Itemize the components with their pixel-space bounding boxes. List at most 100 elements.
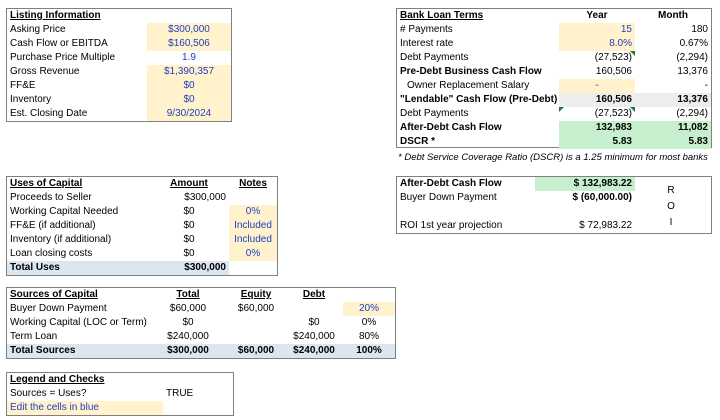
dscr-year-cell: 5.83 <box>559 135 635 149</box>
pre-debt-year-cell: 160,506 <box>595 66 632 77</box>
lendable-label: "Lendable" Cash Flow (Pre-Debt) <box>400 94 558 105</box>
inventory-label: Inventory <box>10 94 52 105</box>
sources-equity-header: Equity <box>240 289 272 300</box>
uses-title: Uses of Capital <box>10 178 83 189</box>
dscr-month-cell: 5.83 <box>635 135 711 149</box>
inventory-cell[interactable]: $0 <box>147 93 231 107</box>
term-loan-debt-cell: $240,000 <box>293 331 335 342</box>
roi-vertical-label: R O I <box>665 183 677 231</box>
inventory-additional-amount-cell: $0 <box>183 234 195 245</box>
lendable-year-cell: 160,506 <box>559 93 635 107</box>
working-capital-loc-label: Working Capital (LOC or Term) <box>10 317 147 328</box>
working-capital-note-cell[interactable]: 0% <box>229 205 277 219</box>
interest-rate-label: Interest rate <box>400 38 454 49</box>
proceeds-amount-cell: $300,000 <box>184 192 226 203</box>
debt-payments-2-year-cell: (27,523) <box>559 107 635 121</box>
total-sources-total-cell: $300,000 <box>149 344 227 358</box>
listing-information-block: Listing Information Asking Price $300,000… <box>6 8 232 122</box>
debt-payments-year-cell: (27,523) <box>559 51 635 65</box>
year-header: Year <box>586 10 608 21</box>
multiple-label: Purchase Price Multiple <box>10 52 116 63</box>
after-debt-month-cell: 11,082 <box>635 121 711 135</box>
term-loan-pct-cell: 80% <box>358 331 379 342</box>
pre-debt-label: Pre-Debt Business Cash Flow <box>400 66 542 77</box>
sources-equal-uses-label: Sources = Uses? <box>10 388 87 399</box>
dscr-label: DSCR * <box>400 136 436 147</box>
payments-month-cell: 180 <box>691 24 708 35</box>
roi-after-debt-cell: $ 132,983.22 <box>535 177 635 191</box>
roi-projection-label: ROI 1st year projection <box>400 220 503 231</box>
buyer-down-pct-cell[interactable]: 20% <box>343 302 395 316</box>
proceeds-label: Proceeds to Seller <box>10 192 92 203</box>
payments-year-cell[interactable]: 15 <box>559 23 635 37</box>
roi-after-debt-label: After-Debt Cash Flow <box>400 178 502 189</box>
total-sources-equity-cell: $60,000 <box>227 344 285 358</box>
multiple-cell[interactable]: 1.9 <box>182 52 196 63</box>
legend-title: Legend and Checks <box>10 374 105 385</box>
inventory-additional-note-cell[interactable]: Included <box>229 233 277 247</box>
debt-payments-2-label: Debt Payments <box>400 108 469 119</box>
interest-rate-month-cell: 0.67% <box>679 38 708 49</box>
debt-payments-month-cell: (2,294) <box>676 52 708 63</box>
closing-costs-note-cell[interactable]: 0% <box>229 247 277 261</box>
uses-amount-header: Amount <box>170 178 208 189</box>
owner-salary-year-cell[interactable]: - <box>559 79 635 93</box>
sources-equal-uses-value: TRUE <box>166 388 194 399</box>
ffe-label: FF&E <box>10 80 36 91</box>
total-uses-amount-cell: $300,000 <box>149 261 229 275</box>
debt-payments-2-month-cell: (2,294) <box>676 108 708 119</box>
total-sources-label: Total Sources <box>7 344 149 358</box>
working-capital-loc-debt-cell: $0 <box>308 317 320 328</box>
total-sources-debt-cell: $240,000 <box>285 344 343 358</box>
ffe-additional-note-cell[interactable]: Included <box>229 219 277 233</box>
ffe-additional-label: FF&E (if additional) <box>10 220 96 231</box>
closing-costs-amount-cell: $0 <box>183 248 195 259</box>
working-capital-loc-total-cell: $0 <box>182 317 194 328</box>
edit-blue-note: Edit the cells in blue <box>7 401 163 415</box>
gross-revenue-label: Gross Revenue <box>10 66 80 77</box>
working-capital-loc-equity-cell <box>227 316 285 330</box>
roi-block: After-Debt Cash Flow $ 132,983.22 Buyer … <box>396 176 712 234</box>
total-sources-pct-cell: 100% <box>343 344 395 358</box>
roi-letter-r: R <box>667 185 675 196</box>
gross-revenue-cell[interactable]: $1,390,357 <box>147 65 231 79</box>
inventory-additional-label: Inventory (if additional) <box>10 234 112 245</box>
month-header: Month <box>658 10 688 21</box>
working-capital-label: Working Capital Needed <box>10 206 119 217</box>
legend-checks-block: Legend and Checks Sources = Uses? TRUE E… <box>6 372 234 416</box>
debt-payments-label: Debt Payments <box>400 52 469 63</box>
cash-flow-cell[interactable]: $160,506 <box>147 37 231 51</box>
dscr-footnote: * Debt Service Coverage Ratio (DSCR) is … <box>398 152 708 163</box>
lendable-month-cell: 13,376 <box>635 93 711 107</box>
proceeds-note-cell <box>229 191 277 205</box>
roi-projection-cell: $ 72,983.22 <box>579 220 632 231</box>
after-debt-year-cell: 132,983 <box>559 121 635 135</box>
closing-date-cell[interactable]: 9/30/2024 <box>147 107 231 121</box>
closing-costs-label: Loan closing costs <box>10 248 93 259</box>
roi-letter-i: I <box>669 217 673 228</box>
asking-price-label: Asking Price <box>10 24 66 35</box>
term-loan-equity-cell <box>227 330 285 344</box>
term-loan-label: Term Loan <box>10 331 58 342</box>
roi-letter-o: O <box>667 201 675 212</box>
ffe-cell[interactable]: $0 <box>147 79 231 93</box>
total-uses-label: Total Uses <box>7 261 149 275</box>
roi-down-payment-label: Buyer Down Payment <box>400 192 497 203</box>
buyer-down-total-cell: $60,000 <box>169 303 207 314</box>
owner-salary-month-cell: - <box>704 80 708 91</box>
ffe-additional-amount-cell: $0 <box>183 220 195 231</box>
uses-notes-header: Notes <box>239 178 267 189</box>
sources-total-header: Total <box>176 289 200 300</box>
uses-of-capital-block: Uses of Capital Amount Notes Proceeds to… <box>6 176 278 276</box>
buyer-down-equity-cell: $60,000 <box>237 303 275 314</box>
term-loan-total-cell: $240,000 <box>167 331 209 342</box>
working-capital-loc-pct-cell: 0% <box>361 317 377 328</box>
interest-rate-year-cell[interactable]: 8.0% <box>559 37 635 51</box>
asking-price-cell[interactable]: $300,000 <box>147 23 231 37</box>
pre-debt-month-cell: 13,376 <box>677 66 708 77</box>
owner-salary-label: Owner Replacement Salary <box>407 80 530 91</box>
buyer-down-label: Buyer Down Payment <box>10 303 107 314</box>
after-debt-label: After-Debt Cash Flow <box>400 122 502 133</box>
buyer-down-debt-cell <box>285 302 343 316</box>
payments-label: # Payments <box>400 24 453 35</box>
